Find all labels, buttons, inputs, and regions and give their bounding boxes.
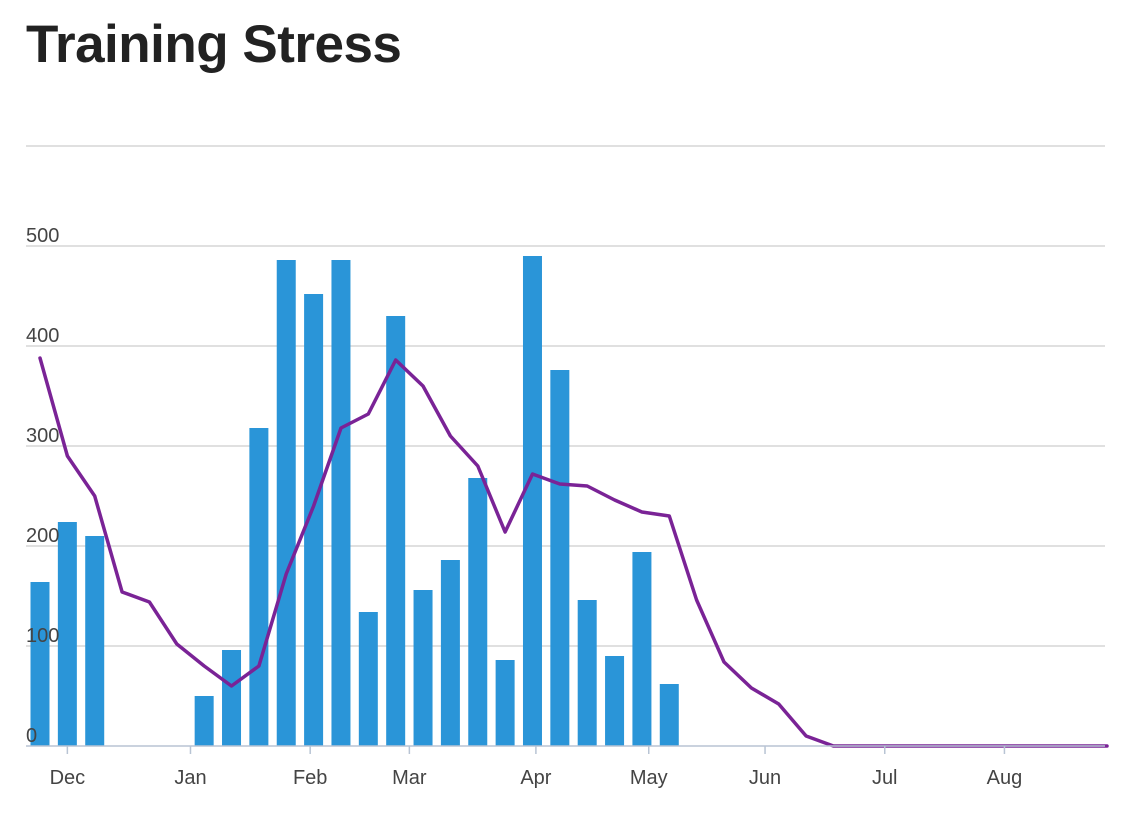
- bar: [659, 684, 679, 746]
- x-tick-label: Jan: [174, 767, 206, 789]
- y-tick-label: 0: [26, 725, 37, 747]
- bar: [632, 552, 652, 746]
- bar: [468, 478, 488, 746]
- bar: [57, 522, 77, 746]
- bar: [522, 256, 542, 746]
- bar: [30, 582, 50, 746]
- line-layer: [38, 356, 1109, 748]
- bar: [495, 660, 515, 746]
- bar: [331, 260, 351, 746]
- x-tick-label: May: [630, 767, 668, 789]
- bar: [440, 560, 460, 746]
- bar: [413, 590, 433, 746]
- x-tick-label: Apr: [520, 767, 551, 789]
- bar: [577, 600, 597, 746]
- x-tick-label: Dec: [50, 767, 86, 789]
- axis-layer: 0 100 200 300 400 500 Dec Jan Feb Mar Apr May Jun Jul…: [26, 225, 1105, 789]
- bar: [85, 536, 105, 746]
- bar: [304, 294, 324, 746]
- chart-title: Training Stress: [26, 15, 402, 74]
- x-tick-label: Aug: [987, 767, 1023, 789]
- bar: [222, 650, 242, 746]
- bar: [605, 656, 625, 746]
- x-tick-label: Feb: [293, 767, 327, 789]
- line-series: [38, 356, 1109, 748]
- y-tick-label: 500: [26, 225, 59, 247]
- bar: [276, 260, 296, 746]
- y-tick-label: 400: [26, 325, 59, 347]
- bar: [194, 696, 214, 746]
- y-tick-label: 200: [26, 525, 59, 547]
- y-tick-label: 300: [26, 425, 59, 447]
- x-tick-label: Jun: [749, 767, 781, 789]
- x-tick-label: Jul: [872, 767, 898, 789]
- bar: [249, 428, 269, 746]
- bar-layer: [30, 256, 679, 746]
- bar: [386, 316, 406, 746]
- x-tick-label: Mar: [392, 767, 427, 789]
- y-tick-label: 100: [26, 625, 59, 647]
- bar: [358, 612, 378, 746]
- bar: [550, 370, 570, 746]
